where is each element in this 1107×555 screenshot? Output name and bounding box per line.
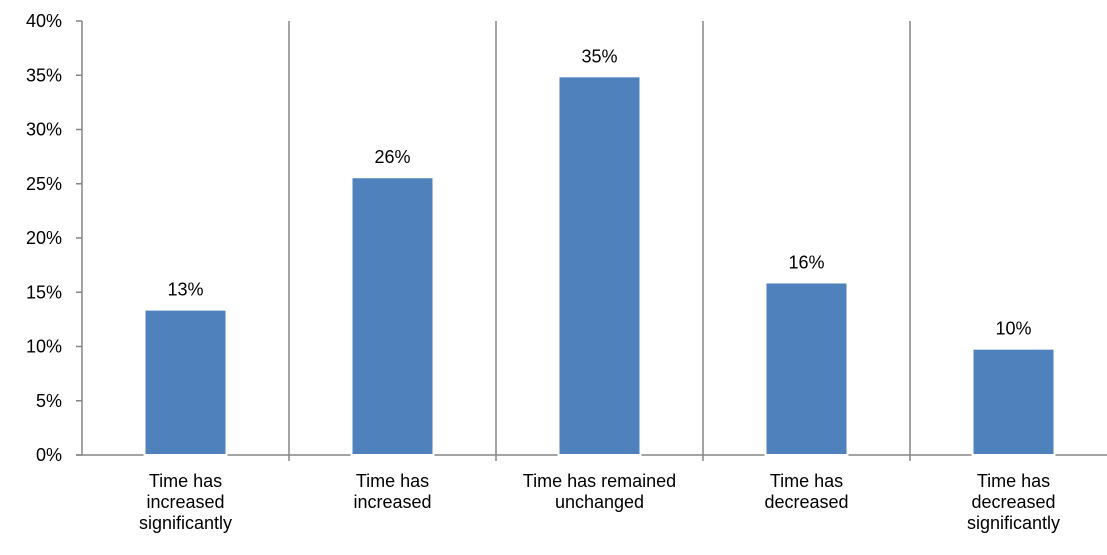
x-tick-label-line: increased bbox=[353, 492, 431, 512]
x-tick-label-line: Time has bbox=[149, 471, 222, 491]
y-tick-label: 5% bbox=[36, 391, 62, 411]
x-tick-label-line: increased bbox=[146, 492, 224, 512]
data-label: 35% bbox=[581, 46, 617, 66]
x-tick-label: Time has increased significantly bbox=[139, 471, 232, 533]
y-tick-label: 30% bbox=[26, 120, 62, 140]
y-axis-labels: 0% 5% 10% 15% 20% 25% 30% 35% 40% bbox=[26, 11, 62, 465]
x-tick-label-line: significantly bbox=[139, 513, 232, 533]
bar bbox=[764, 281, 849, 456]
y-tick-label: 25% bbox=[26, 174, 62, 194]
y-tick-label: 20% bbox=[26, 228, 62, 248]
bar bbox=[557, 75, 642, 457]
x-tick-label-line: significantly bbox=[967, 513, 1060, 533]
y-tick-label: 35% bbox=[26, 65, 62, 85]
x-tick-label: Time has increased bbox=[353, 471, 431, 512]
x-tick-label-line: Time has bbox=[977, 471, 1050, 491]
x-tick-label-line: Time has bbox=[356, 471, 429, 491]
data-label: 26% bbox=[374, 147, 410, 167]
y-tick-label: 15% bbox=[26, 282, 62, 302]
bar bbox=[350, 176, 435, 457]
x-tick-label-line: decreased bbox=[764, 492, 848, 512]
bar bbox=[143, 308, 228, 456]
data-label: 16% bbox=[788, 252, 824, 272]
axes bbox=[76, 20, 1107, 461]
bars bbox=[143, 75, 1056, 457]
bar bbox=[971, 347, 1056, 457]
data-label: 13% bbox=[167, 280, 203, 300]
y-tick-label: 10% bbox=[26, 337, 62, 357]
x-tick-label-line: Time has bbox=[770, 471, 843, 491]
x-tick-label: Time has remained unchanged bbox=[523, 471, 676, 512]
y-tick-label: 40% bbox=[26, 11, 62, 31]
x-tick-label-line: unchanged bbox=[555, 492, 644, 512]
x-tick-label: Time has decreased significantly bbox=[967, 471, 1060, 533]
data-labels: 13% 26% 35% 16% 10% bbox=[167, 46, 1031, 338]
data-label: 10% bbox=[995, 319, 1031, 339]
y-tick-label: 0% bbox=[36, 445, 62, 465]
x-tick-label-line: decreased bbox=[971, 492, 1055, 512]
x-tick-label-line: Time has remained bbox=[523, 471, 676, 491]
x-tick-label: Time has decreased bbox=[764, 471, 848, 512]
